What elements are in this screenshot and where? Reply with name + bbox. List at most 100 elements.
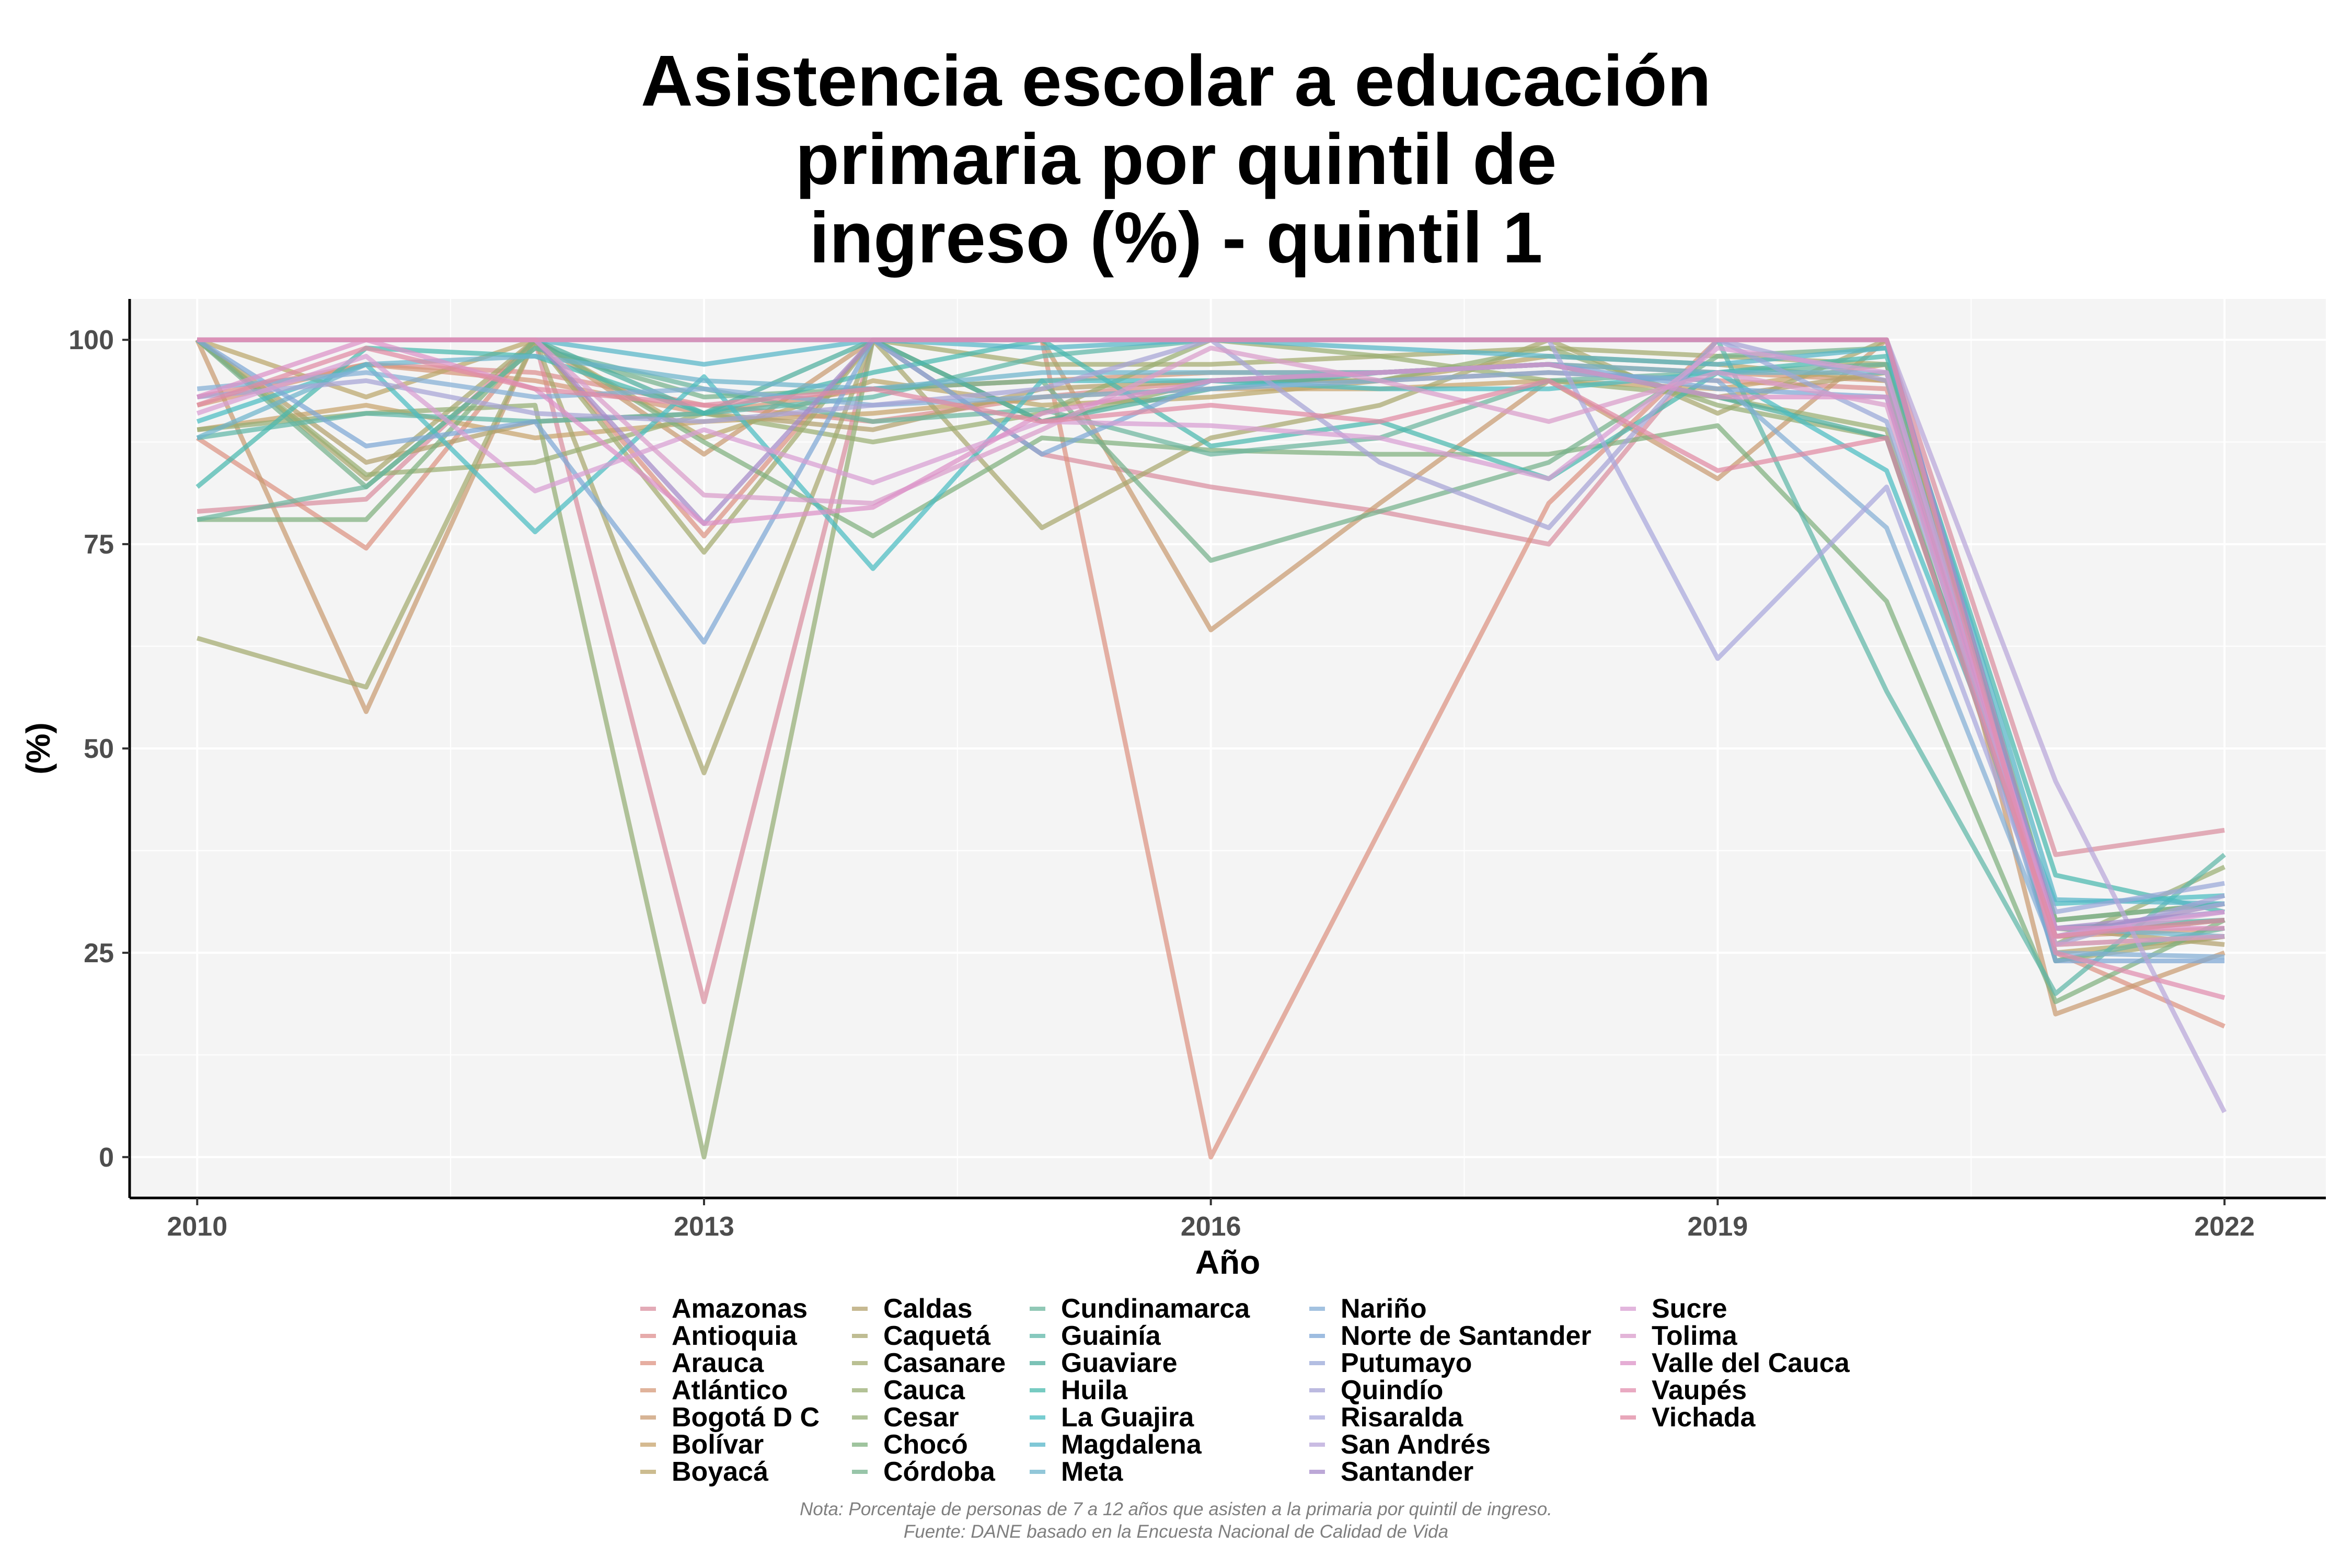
line-chart: 2010 2013 2016 2019 2022 0 25 50 75 100 Año (%) (19, 299, 2326, 1281)
legend-label: San Andrés (1341, 1429, 1491, 1460)
legend-key-swatch (1030, 1361, 1045, 1365)
legend-label: Magdalena (1061, 1429, 1202, 1460)
legend-label: Cesar (883, 1402, 959, 1433)
legend-label: Cauca (883, 1375, 965, 1405)
legend-label: Atlántico (672, 1375, 788, 1405)
legend-key-swatch (1620, 1361, 1636, 1365)
legend-item: Magdalena (1030, 1431, 1250, 1458)
legend-key-swatch (1309, 1361, 1325, 1365)
legend-item: Meta (1030, 1458, 1250, 1485)
legend-label: Sucre (1652, 1294, 1727, 1324)
legend-item: Santander (1309, 1458, 1592, 1485)
legend-key-swatch (852, 1307, 868, 1311)
legend-item: Casanare (852, 1350, 1006, 1377)
legend-key-swatch (640, 1415, 656, 1420)
legend-item: La Guajira (1030, 1404, 1250, 1431)
legend-key-swatch (1309, 1334, 1325, 1338)
legend-label: Arauca (672, 1348, 764, 1378)
legend-key-swatch (1620, 1388, 1636, 1392)
series-line-cundinamarca (197, 345, 2225, 964)
legend-item: Valle del Cauca (1620, 1350, 1850, 1377)
legend-key-swatch (640, 1307, 656, 1311)
y-axis-title: (%) (19, 722, 57, 775)
legend-label: Amazonas (672, 1294, 808, 1324)
footnote-note: Nota: Porcentaje de personas de 7 a 12 a… (800, 1499, 1552, 1519)
legend-key-swatch (852, 1334, 868, 1338)
legend-label: Chocó (883, 1429, 968, 1460)
y-tick-label: 25 (84, 938, 114, 969)
legend-item: Vaupés (1620, 1377, 1850, 1404)
y-tick-label: 0 (99, 1143, 114, 1173)
legend-key-swatch (1309, 1470, 1325, 1474)
legend-item: Atlántico (640, 1377, 820, 1404)
legend-key-swatch (1030, 1415, 1045, 1420)
legend-key-swatch (1030, 1443, 1045, 1447)
legend-label: Casanare (883, 1348, 1006, 1378)
legend-label: Guainía (1061, 1321, 1161, 1351)
footnote: Nota: Porcentaje de personas de 7 a 12 a… (0, 1498, 2352, 1543)
legend-item: Amazonas (640, 1295, 820, 1322)
legend-item: Sucre (1620, 1295, 1850, 1322)
legend-item: Guaviare (1030, 1350, 1250, 1377)
legend-label: Norte de Santander (1341, 1321, 1592, 1351)
y-tick-label: 100 (68, 325, 114, 355)
legend-key-swatch (852, 1415, 868, 1420)
x-tick-label: 2019 (1688, 1212, 1748, 1242)
legend-label: Bolívar (672, 1429, 764, 1460)
x-tick-label: 2013 (674, 1212, 734, 1242)
legend-item: Vichada (1620, 1404, 1850, 1431)
legend-label: Vaupés (1652, 1375, 1747, 1405)
chart-title-line-3: ingreso (%) - quintil 1 (809, 198, 1543, 278)
legend-label: Bogotá D C (672, 1402, 820, 1433)
x-tick-label: 2010 (167, 1212, 227, 1242)
legend-item: Córdoba (852, 1458, 1006, 1485)
legend-column: Sucre Tolima Valle del Cauca Vaupés Vichada (1620, 1295, 1850, 1431)
footnote-source: Fuente: DANE basado en la Encuesta Nacio… (903, 1521, 1449, 1542)
legend-item: Cundinamarca (1030, 1295, 1250, 1322)
legend-key-swatch (640, 1443, 656, 1447)
legend-label: Meta (1061, 1457, 1123, 1487)
legend-item: Norte de Santander (1309, 1322, 1592, 1350)
legend-label: Putumayo (1341, 1348, 1472, 1378)
series-lines (195, 337, 2227, 1160)
legend-label: Risaralda (1341, 1402, 1463, 1433)
legend-item: Bolívar (640, 1431, 820, 1458)
chart-title: Asistencia escolar a educación primaria … (0, 42, 2352, 277)
legend-label: La Guajira (1061, 1402, 1194, 1433)
chart-title-line-1: Asistencia escolar a educación (641, 41, 1711, 121)
legend-key-swatch (640, 1361, 656, 1365)
legend-label: Caldas (883, 1294, 973, 1324)
series-line-vaupes (197, 337, 2226, 1000)
legend-key-swatch (640, 1388, 656, 1392)
legend-item: Arauca (640, 1350, 820, 1377)
legend-key-swatch (1030, 1470, 1045, 1474)
series-line-narino (197, 370, 2225, 960)
legend-key-swatch (1620, 1415, 1636, 1420)
legend-key-swatch (852, 1443, 868, 1447)
legend-item: Putumayo (1309, 1350, 1592, 1377)
legend-item: San Andrés (1309, 1431, 1592, 1458)
legend-key-swatch (1309, 1443, 1325, 1447)
legend-item: Cesar (852, 1404, 1006, 1431)
legend-item: Quindío (1309, 1377, 1592, 1404)
legend-column: Nariño Norte de Santander Putumayo Quindío R… (1309, 1295, 1592, 1485)
legend-label: Huila (1061, 1375, 1128, 1405)
legend-item: Caldas (852, 1295, 1006, 1322)
y-tick-label: 75 (84, 529, 114, 560)
legend-key-swatch (1030, 1307, 1045, 1311)
chart-title-line-2: primaria por quintil de (795, 119, 1557, 200)
legend-label: Cundinamarca (1061, 1294, 1250, 1324)
legend-label: Boyacá (672, 1457, 768, 1487)
legend-item: Bogotá D C (640, 1404, 820, 1431)
legend-key-swatch (1030, 1334, 1045, 1338)
legend-key-swatch (1030, 1388, 1045, 1392)
y-tick-label: 50 (84, 734, 114, 764)
gridlines (130, 299, 2326, 1198)
x-tick-label: 2022 (2194, 1212, 2255, 1242)
legend-item: Huila (1030, 1377, 1250, 1404)
series-line-sucre (196, 345, 2225, 939)
legend-column: Caldas Caquetá Casanare Cauca Cesar Chocó Córd… (852, 1295, 1006, 1485)
legend-column: Amazonas Antioquia Arauca Atlántico Bogotá D… (640, 1295, 820, 1485)
legend-item: Nariño (1309, 1295, 1592, 1322)
legend-label: Córdoba (883, 1457, 995, 1487)
